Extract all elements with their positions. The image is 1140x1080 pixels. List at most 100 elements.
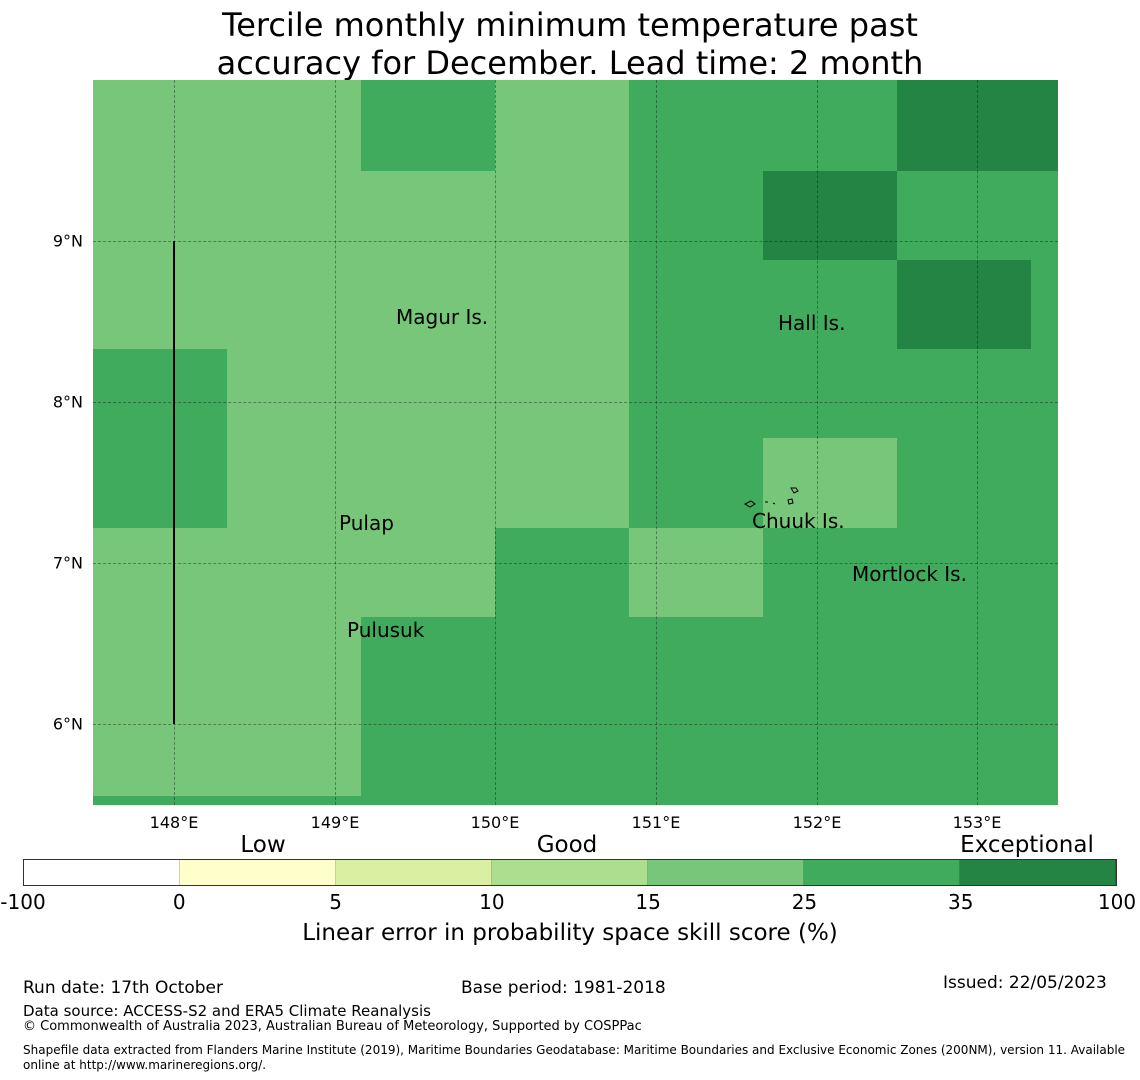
place-pulusuk: Pulusuk [347, 618, 425, 642]
gridline-7n [93, 563, 1058, 564]
lon-label-151e: 151°E [631, 813, 681, 832]
skill-cell [763, 617, 897, 706]
colorbar-tick: 100 [1097, 890, 1137, 914]
skill-cell [629, 349, 763, 438]
gridline-9n [93, 241, 1058, 242]
skill-cell [227, 349, 361, 438]
colorbar-segment [24, 860, 180, 885]
map-area[interactable]: Magur Is. Hall Is. Pulap Chuuk Is. Mortl… [93, 80, 1058, 805]
place-hall: Hall Is. [778, 311, 846, 335]
skill-cell [227, 80, 361, 171]
skill-cell [629, 617, 763, 706]
skill-cell [93, 171, 227, 260]
lon-label-148e: 148°E [149, 813, 199, 832]
skill-cell [227, 706, 361, 796]
skill-cell [495, 796, 629, 805]
boundary-line [173, 241, 175, 724]
gridline-150e [495, 80, 496, 805]
skill-cell [93, 438, 227, 528]
skill-cell [897, 260, 1031, 349]
colorbar-segment [648, 860, 804, 885]
lat-label-8n: 8°N [52, 392, 83, 412]
skill-cell [763, 796, 897, 805]
skill-cell [93, 260, 227, 349]
skill-cell [361, 796, 495, 805]
colorbar-segment [180, 860, 336, 885]
place-chuuk: Chuuk Is. [752, 509, 845, 533]
skill-cell [629, 80, 763, 171]
skill-cell [361, 80, 495, 171]
skill-cell [495, 706, 629, 796]
skill-cell [763, 260, 897, 349]
skill-cell [897, 528, 1031, 617]
place-mortlock: Mortlock Is. [852, 562, 967, 586]
category-exceptional: Exceptional [960, 832, 1094, 858]
skill-cell [763, 706, 897, 796]
skill-cell [361, 706, 495, 796]
skill-cell [495, 528, 629, 617]
lon-label-152e: 152°E [792, 813, 842, 832]
skill-cell [1031, 260, 1058, 349]
skill-cell [227, 528, 361, 617]
colorbar-segment [492, 860, 648, 885]
skill-cell [897, 706, 1031, 796]
skill-cell [361, 617, 495, 706]
skill-cell [1031, 528, 1058, 617]
lon-label-153e: 153°E [952, 813, 1002, 832]
skill-cell [763, 171, 897, 260]
colorbar-tick: 25 [791, 890, 818, 914]
lon-label-149e: 149°E [310, 813, 360, 832]
skill-cell [495, 438, 629, 528]
place-magur: Magur Is. [396, 305, 489, 329]
skill-cell [629, 706, 763, 796]
skill-cell [897, 617, 1031, 706]
colorbar [23, 859, 1117, 886]
colorbar-tick: -100 [0, 890, 46, 914]
skill-cell [93, 80, 227, 171]
skill-cell [897, 796, 1031, 805]
skill-cell [1031, 349, 1058, 438]
skill-cell [227, 171, 361, 260]
gridline-8n [93, 402, 1058, 403]
skill-cell [897, 80, 1031, 171]
skill-cell [629, 171, 763, 260]
skill-cell [1031, 171, 1058, 260]
run-date: Run date: 17th October [23, 978, 223, 998]
skill-cell [1031, 617, 1058, 706]
skill-cell [227, 617, 361, 706]
lat-label-9n: 9°N [52, 231, 83, 251]
skill-cell [93, 796, 227, 805]
skill-cell [763, 438, 897, 528]
chuuk-islands-outline [743, 487, 799, 508]
skill-cell [897, 349, 1031, 438]
skill-cell [1031, 438, 1058, 528]
skill-cell [495, 260, 629, 349]
copyright: © Commonwealth of Australia 2023, Austra… [23, 1019, 642, 1034]
gridline-153e [977, 80, 978, 805]
skill-cell [629, 528, 763, 617]
lat-label-6n: 6°N [52, 714, 83, 734]
place-pulap: Pulap [339, 511, 394, 535]
skill-cell [227, 260, 361, 349]
colorbar-label: Linear error in probability space skill … [302, 920, 838, 946]
base-period: Base period: 1981-2018 [461, 978, 666, 998]
skill-cell [763, 528, 897, 617]
colorbar-segment [960, 860, 1116, 885]
skill-cell [93, 706, 227, 796]
lat-label-7n: 7°N [52, 553, 83, 573]
skill-cell [629, 260, 763, 349]
skill-cell [897, 171, 1031, 260]
skill-cell [361, 349, 495, 438]
skill-cell [227, 438, 361, 528]
skill-cell [629, 438, 763, 528]
skill-cell [361, 438, 495, 528]
skill-cell [495, 80, 629, 171]
skill-cell [1031, 796, 1058, 805]
data-source: Data source: ACCESS-S2 and ERA5 Climate … [23, 1002, 431, 1020]
colorbar-segment [804, 860, 960, 885]
gridline-152e [817, 80, 818, 805]
skill-cell [361, 260, 495, 349]
colorbar-tick: 35 [947, 890, 974, 914]
skill-cell [361, 528, 495, 617]
skill-cell [227, 796, 361, 805]
